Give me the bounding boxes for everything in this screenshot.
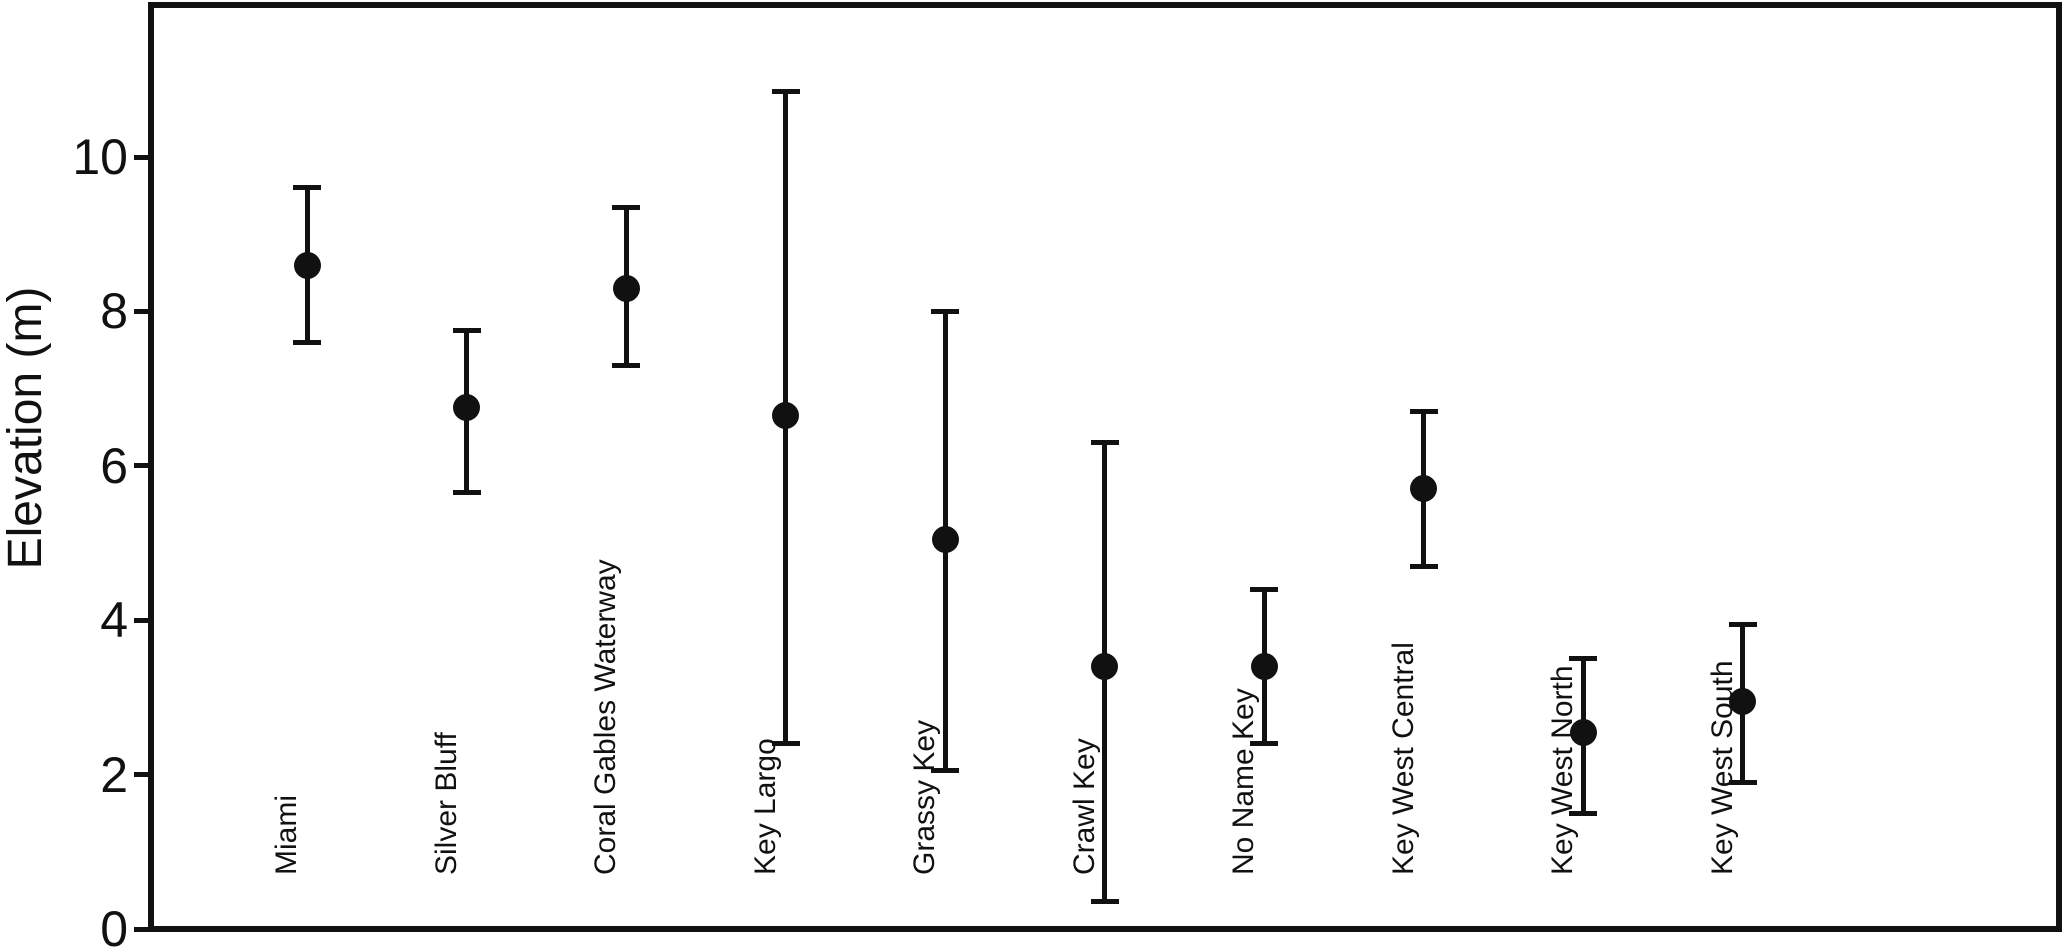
x-category-label: Grassy Key <box>908 719 941 875</box>
error-bar-top-cap <box>1728 621 1757 627</box>
marker-dot <box>612 274 640 302</box>
error-bar-top-cap <box>1250 586 1278 592</box>
error-bar-bottom-cap <box>452 490 481 496</box>
marker-dot <box>1410 475 1437 503</box>
error-bar-bottom-cap <box>1250 741 1278 747</box>
marker-dot <box>931 525 959 553</box>
marker-dot <box>772 402 799 430</box>
error-bar-bottom-cap <box>1569 810 1597 816</box>
error-bar-top-cap <box>612 204 640 210</box>
error-bar-top-cap <box>1569 656 1597 662</box>
error-bar-bottom-cap <box>293 339 321 345</box>
x-category-label: Silver Bluff <box>429 732 463 875</box>
x-category-label: No Name Key <box>1227 688 1260 875</box>
error-bar-top-cap <box>771 88 800 94</box>
marker-dot <box>1250 653 1278 681</box>
marker-dot <box>1569 718 1597 746</box>
marker-dot <box>1729 687 1756 715</box>
y-tick-mark-0 <box>134 926 149 932</box>
x-category-label: Key West South <box>1705 660 1739 875</box>
y-tick-label-2: 2 <box>100 746 128 803</box>
error-bar-bottom-cap <box>931 768 959 774</box>
y-tick-label-0: 0 <box>100 901 128 951</box>
marker-dot <box>293 251 321 279</box>
error-bar-top-cap <box>931 308 959 314</box>
y-tick-mark-4 <box>134 617 149 623</box>
error-bar-bottom-cap <box>1728 779 1757 785</box>
y-tick-label-6: 6 <box>100 437 128 494</box>
error-bar-top-cap <box>293 185 321 191</box>
x-category-label: Key West Central <box>1386 642 1420 875</box>
error-bar-bottom-cap <box>612 362 640 368</box>
x-category-label: Miami <box>270 795 303 875</box>
error-bar-top-cap <box>1409 409 1438 415</box>
y-tick-mark-2 <box>134 772 149 778</box>
error-bar-top-cap <box>1090 440 1119 446</box>
error-bar-bottom-cap <box>1090 899 1119 905</box>
x-category-label: Crawl Key <box>1067 738 1101 875</box>
error-bar-bottom-cap <box>1409 563 1438 569</box>
y-tick-label-4: 4 <box>100 592 128 649</box>
x-category-label: Coral Gables Waterway <box>589 559 622 875</box>
y-tick-mark-6 <box>134 463 149 469</box>
error-bar-bottom-cap <box>771 741 800 747</box>
y-tick-label-8: 8 <box>100 283 128 340</box>
x-category-label: Key West North <box>1546 665 1579 875</box>
y-tick-mark-8 <box>134 308 149 314</box>
marker-dot <box>453 394 480 422</box>
error-bar-top-cap <box>452 328 481 334</box>
y-tick-label-10: 10 <box>72 129 128 185</box>
marker-dot <box>1091 653 1118 681</box>
y-tick-mark-10 <box>134 154 149 160</box>
x-category-label: Key Largo <box>748 738 782 875</box>
